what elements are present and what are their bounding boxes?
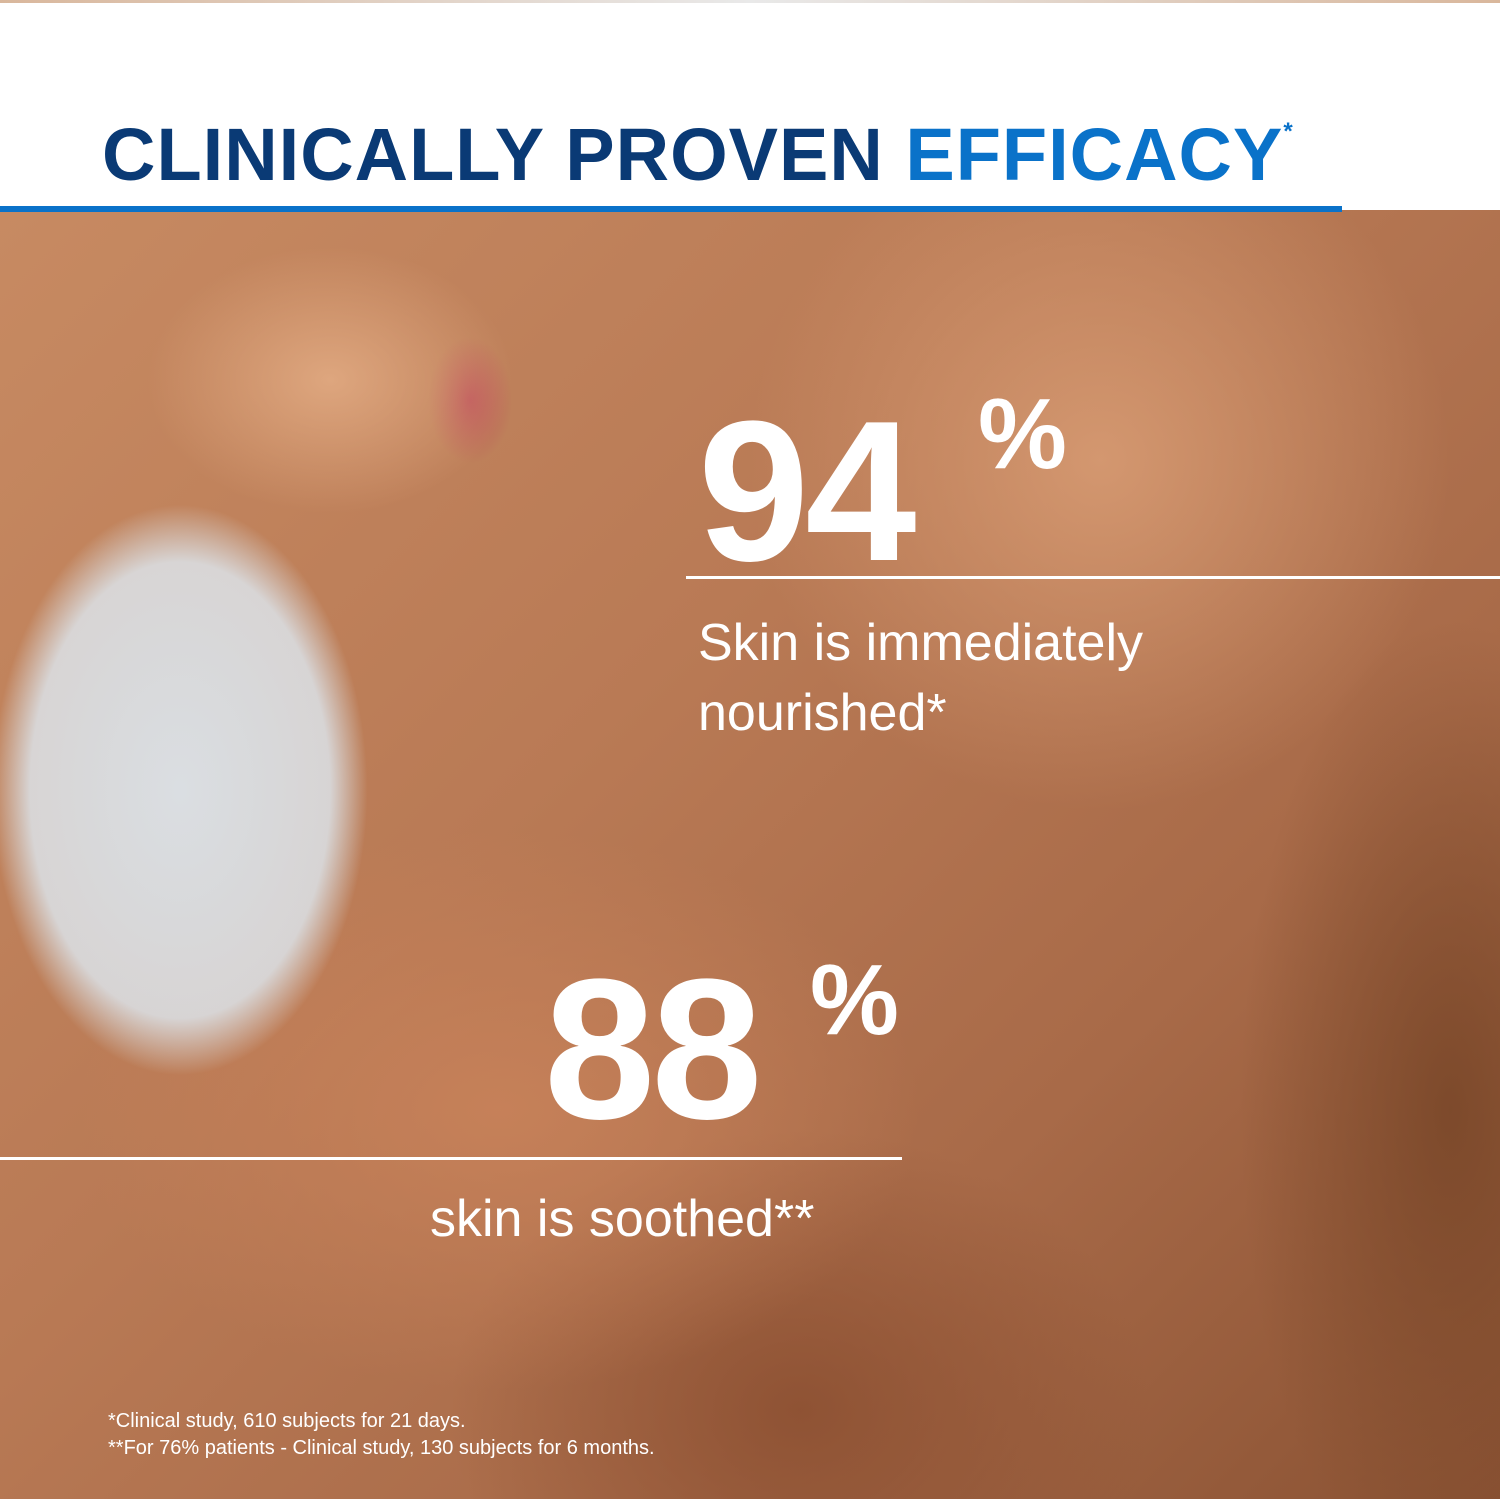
page-title: CLINICALLY PROVEN EFFICACY*	[102, 112, 1294, 197]
top-strip	[0, 0, 1500, 3]
footnote-2: **For 76% patients - Clinical study, 130…	[108, 1437, 655, 1459]
stat-1-caption-line1: Skin is immediately	[698, 614, 1144, 672]
footnote-1: *Clinical study, 610 subjects for 21 day…	[108, 1410, 466, 1432]
stat-2-divider	[0, 1157, 902, 1160]
stat-1-value: 94	[698, 380, 916, 603]
stat-2-unit: %	[810, 944, 899, 1056]
background-photo	[0, 210, 1500, 1499]
stat-1-caption-line2: nourished*	[698, 684, 947, 742]
stat-2-caption: skin is soothed**	[430, 1190, 815, 1248]
title-mark: *	[1283, 118, 1294, 145]
header-band: CLINICALLY PROVEN EFFICACY*	[0, 0, 1500, 210]
title-part1: CLINICALLY PROVEN	[102, 113, 884, 196]
title-underline	[0, 206, 1342, 212]
stat-1-unit: %	[978, 378, 1067, 490]
stat-2-value: 88	[544, 938, 762, 1161]
title-part2: EFFICACY	[905, 113, 1284, 196]
stat-1-divider	[686, 576, 1500, 579]
